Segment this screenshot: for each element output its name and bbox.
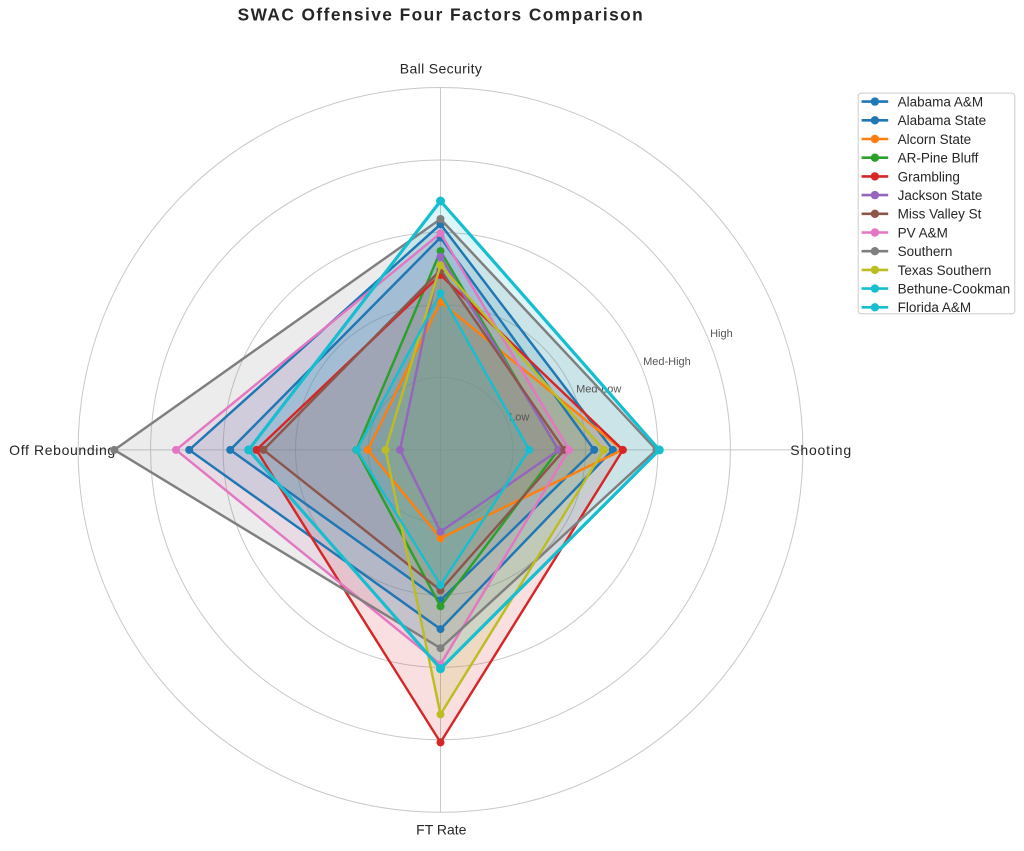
svg-text:AR-Pine Bluff: AR-Pine Bluff (898, 151, 979, 166)
svg-text:Alabama A&M: Alabama A&M (898, 95, 984, 110)
svg-text:SWAC Offensive Four Factors Co: SWAC Offensive Four Factors Comparison (238, 4, 645, 24)
svg-text:Low: Low (509, 411, 529, 423)
svg-text:Ball Security: Ball Security (400, 60, 483, 76)
svg-text:Jackson State: Jackson State (898, 188, 983, 203)
svg-text:Texas Southern: Texas Southern (898, 263, 992, 278)
svg-text:Alcorn State: Alcorn State (898, 132, 972, 147)
svg-text:Grambling: Grambling (898, 169, 960, 184)
svg-text:High: High (710, 328, 733, 340)
svg-text:PV A&M: PV A&M (898, 225, 948, 240)
svg-text:Shooting: Shooting (790, 442, 852, 458)
svg-text:Alabama State: Alabama State (898, 113, 987, 128)
svg-text:Southern: Southern (898, 244, 953, 259)
svg-text:Bethune-Cookman: Bethune-Cookman (898, 282, 1011, 297)
svg-text:FT Rate: FT Rate (416, 822, 467, 838)
svg-text:Florida A&M: Florida A&M (898, 300, 972, 315)
svg-text:Off Rebounding: Off Rebounding (9, 442, 116, 458)
svg-text:Miss Valley St: Miss Valley St (898, 207, 982, 222)
svg-text:Med-High: Med-High (643, 356, 691, 368)
